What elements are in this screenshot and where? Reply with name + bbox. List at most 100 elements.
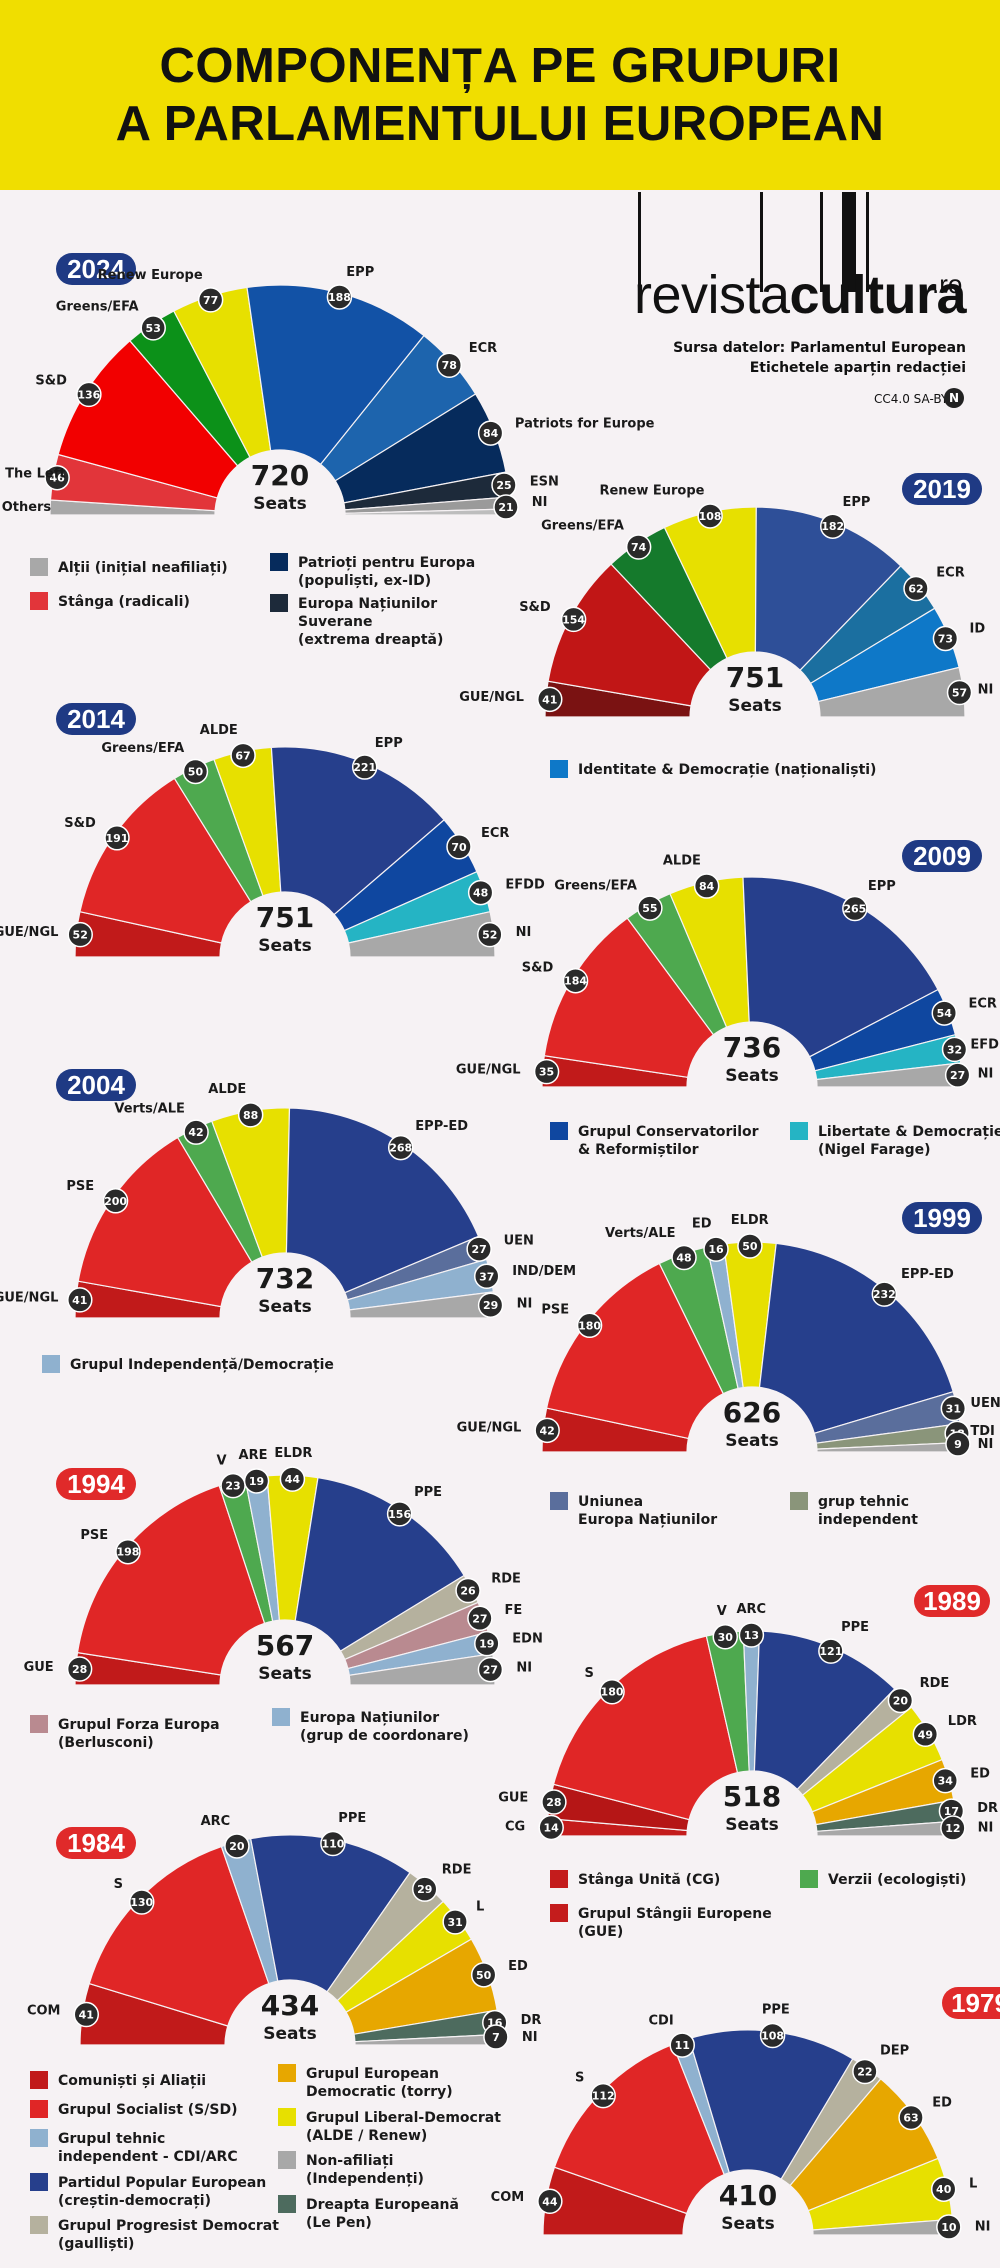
value-text-1984-s: 130 — [130, 1896, 153, 1909]
wedge-1984-ppe — [249, 1834, 411, 1993]
baseline-mask-2004 — [71, 1318, 499, 1324]
wedge-2004-pse — [77, 1136, 253, 1308]
legend-text-1984-8-1: (Le Pen) — [306, 2215, 372, 2231]
value-badge-1994-gue — [66, 1656, 93, 1682]
value-text-2024-renew-europe: 77 — [203, 294, 218, 307]
value-text-1984-com: 41 — [79, 2009, 94, 2022]
group-label-2009-gue-ngl: GUE/NGL — [456, 1063, 521, 1078]
legend-text-2024-2-1: (populiști, ex-ID) — [298, 573, 431, 589]
group-label-1999-ed: ED — [692, 1217, 712, 1232]
value-badge-1979-ppe — [759, 2022, 786, 2049]
value-badge-1999-eldr — [737, 1233, 763, 1259]
value-badge-2014-ni — [477, 921, 503, 948]
value-badge-1999-ni — [945, 1431, 971, 1457]
value-badge-2024-seg10 — [493, 494, 519, 520]
value-text-2024-greens-efa: 53 — [146, 322, 161, 335]
value-text-1984-ed: 50 — [476, 1969, 492, 1982]
seats-label-1984: Seats — [263, 2024, 317, 2044]
legend-item-2024-3: Europa Națiunilor Suverane (extrema dreapt… — [270, 594, 443, 648]
year-badge-1999: 1999 — [913, 1203, 971, 1233]
year-badge-bg-1984 — [56, 1827, 136, 1859]
group-label-2024-esn: ESN — [530, 475, 559, 490]
value-badge-1979-ed — [898, 2104, 924, 2131]
value-badge-2009-gue-ngl — [533, 1058, 560, 1085]
group-label-1994-ppe: PPE — [414, 1485, 442, 1500]
legend-item-1984-8: Dreapta Europeană (Le Pen) — [278, 2195, 459, 2231]
wedge-1999-pse — [545, 1262, 725, 1440]
total-seats-2004: 732 — [256, 1262, 314, 1295]
seats-label-1989: Seats — [725, 1815, 779, 1835]
seats-label-2014: Seats — [258, 936, 312, 956]
value-badge-2014-epp — [351, 754, 378, 780]
baseline-mask-1979 — [539, 2235, 957, 2241]
group-label-1979-ed: ED — [932, 2095, 952, 2110]
group-label-2004-uen: UEN — [504, 1233, 534, 1248]
legend-text-2024-3-2: (extrema dreaptă) — [298, 632, 443, 648]
value-badge-1999-gue-ngl — [534, 1417, 560, 1444]
year-badge-2009: 2009 — [913, 841, 971, 871]
legend-text-2009-1-1: (Nigel Farage) — [818, 1142, 931, 1158]
legend-text-2024-3-1: Suverane — [298, 614, 372, 630]
value-text-2009-s-d: 184 — [564, 975, 587, 988]
legend-item-2019-0: Identitate & Democrație (naționaliști) — [550, 760, 876, 778]
legend-text-2024-0-0: Alții (inițial neafiliați) — [58, 560, 228, 576]
value-text-1989-rde: 20 — [893, 1694, 909, 1707]
wedge-2024-epp — [246, 284, 425, 466]
value-text-2019-ni: 57 — [952, 686, 967, 699]
group-label-2014-epp: EPP — [375, 736, 403, 751]
value-text-2004-verts-ale: 42 — [188, 1126, 203, 1139]
group-label-2014-greens-efa: Greens/EFA — [101, 741, 184, 756]
wedge-2019-s-d — [547, 563, 712, 707]
group-label-1979-cdi: CDI — [649, 2014, 674, 2029]
value-text-1999-eldr: 50 — [742, 1240, 758, 1253]
group-label-2004-epp-ed: EPP-ED — [415, 1119, 468, 1134]
legend-text-1999-0-1: Europa Națiunilor — [578, 1512, 717, 1528]
baseline-mask-1994 — [71, 1685, 499, 1691]
value-badge-1989-ni — [940, 1815, 966, 1841]
legend-item-1999-1: grup tehnic independent — [790, 1492, 918, 1528]
group-label-1979-s: S — [575, 2071, 584, 2086]
value-badge-2024-greens-efa — [140, 315, 166, 341]
legend-item-1984-5: Grupul European Democratic (torry) — [278, 2064, 453, 2100]
source-line-1: Sursa datelor: Parlamentul European — [673, 340, 966, 356]
group-label-1984-com: COM — [27, 2004, 61, 2019]
value-text-2014-epp: 221 — [353, 761, 376, 774]
group-label-1984-dr: DR — [521, 2013, 542, 2028]
group-label-2019-epp: EPP — [843, 495, 871, 510]
value-badge-2014-s-d — [104, 825, 130, 851]
year-badge-2024: 2024 — [67, 254, 125, 284]
value-badge-2024-epp — [326, 284, 353, 310]
value-text-2009-epp: 265 — [843, 903, 866, 916]
value-text-1999-ni: 9 — [954, 1438, 962, 1451]
value-badge-1994-rde — [455, 1577, 481, 1604]
value-badge-2019-ecr — [903, 575, 929, 602]
total-seats-1984: 434 — [261, 1989, 319, 2022]
legend-text-1994-0-1: (Berlusconi) — [58, 1735, 154, 1751]
group-label-2024-renew-europe: Renew Europe — [98, 268, 203, 283]
legend-item-1984-0: Comuniști și Aliații — [30, 2071, 206, 2089]
value-text-2014-ecr: 70 — [451, 841, 467, 854]
legend-swatch-2004-0 — [42, 1355, 60, 1373]
legend-item-1984-6: Grupul Liberal-Democrat (ALDE / Renew) — [278, 2108, 501, 2144]
value-badge-2004-gue-ngl — [67, 1287, 93, 1313]
group-label-1984-ni: NI — [522, 2030, 538, 2045]
group-label-1984-s: S — [114, 1877, 123, 1892]
legend-text-1999-0-0: Uniunea — [578, 1494, 643, 1510]
group-label-1984-rde: RDE — [442, 1863, 472, 1878]
group-label-1989-ldr: LDR — [948, 1714, 977, 1729]
value-text-2024-s-d: 136 — [77, 388, 100, 401]
value-text-1989-arc: 13 — [744, 1629, 759, 1642]
value-text-2024-seg10: 21 — [498, 501, 513, 514]
license-text: CC4.0 SA-BY — [874, 392, 949, 406]
value-badge-1994-pse — [115, 1538, 141, 1565]
group-label-1989-ni: NI — [978, 1821, 994, 1836]
legend-swatch-1989-0 — [550, 1870, 568, 1888]
legend-1989: Stânga Unită (CG) Verzii (ecologiști) Grup… — [550, 1870, 966, 1940]
group-label-1994-ni: NI — [516, 1661, 532, 1676]
value-text-1979-cdi: 11 — [675, 2039, 690, 2052]
legend-text-1989-0-0: Stânga Unită (CG) — [578, 1872, 720, 1888]
legend-text-1984-8-0: Dreapta Europeană — [306, 2197, 459, 2213]
